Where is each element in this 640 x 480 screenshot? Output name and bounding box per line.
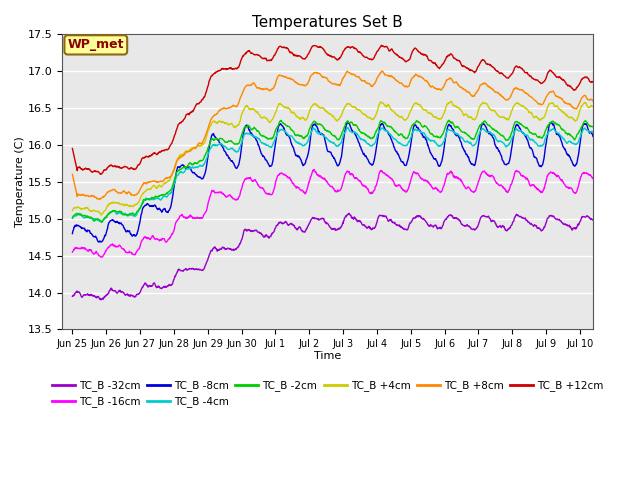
TC_B -16cm — [301, 191, 308, 196]
TC_B -16cm — [109, 242, 117, 248]
TC_B -2cm — [589, 124, 597, 130]
TC_B -32cm — [68, 293, 76, 299]
TC_B -4cm — [131, 213, 138, 219]
TC_B -2cm — [109, 208, 117, 214]
TC_B +12cm — [378, 42, 385, 48]
TC_B +12cm — [365, 56, 373, 62]
TC_B -4cm — [98, 219, 106, 225]
TC_B -4cm — [109, 208, 117, 214]
TC_B +12cm — [310, 43, 318, 48]
TC_B +8cm — [109, 187, 117, 192]
TC_B +4cm — [109, 200, 117, 205]
TC_B +12cm — [68, 145, 76, 151]
TC_B -8cm — [344, 120, 351, 125]
TC_B -8cm — [310, 121, 318, 127]
TC_B +8cm — [378, 68, 386, 74]
TC_B -32cm — [109, 288, 117, 293]
TC_B -32cm — [97, 297, 105, 303]
TC_B -32cm — [345, 210, 353, 216]
TC_B -8cm — [365, 160, 373, 166]
X-axis label: Time: Time — [314, 350, 342, 360]
TC_B +4cm — [310, 101, 318, 107]
TC_B +4cm — [131, 202, 138, 208]
TC_B -32cm — [310, 215, 318, 221]
TC_B -2cm — [365, 135, 373, 141]
TC_B +12cm — [589, 80, 597, 85]
TC_B -8cm — [290, 146, 298, 152]
TC_B +8cm — [310, 70, 318, 75]
TC_B -2cm — [98, 219, 106, 225]
TC_B +8cm — [365, 81, 373, 86]
TC_B -4cm — [343, 125, 351, 131]
TC_B +12cm — [131, 167, 138, 172]
TC_B +8cm — [589, 98, 597, 104]
TC_B -2cm — [131, 212, 138, 217]
TC_B -8cm — [95, 239, 102, 245]
TC_B -16cm — [589, 176, 597, 182]
TC_B +4cm — [290, 109, 298, 115]
TC_B -32cm — [290, 223, 298, 228]
TC_B -4cm — [365, 142, 373, 148]
TC_B +4cm — [589, 104, 597, 110]
TC_B -16cm — [365, 190, 373, 195]
Line: TC_B +4cm: TC_B +4cm — [72, 101, 593, 215]
TC_B -16cm — [290, 181, 298, 187]
TC_B +8cm — [301, 83, 308, 88]
TC_B -32cm — [365, 224, 373, 229]
TC_B -2cm — [68, 216, 76, 221]
TC_B -4cm — [68, 215, 76, 220]
TC_B +4cm — [301, 117, 308, 123]
TC_B +4cm — [97, 212, 105, 218]
TC_B -32cm — [301, 229, 308, 235]
TC_B -2cm — [310, 119, 318, 124]
TC_B -4cm — [301, 143, 308, 148]
TC_B -16cm — [131, 252, 138, 257]
Title: Temperatures Set B: Temperatures Set B — [252, 15, 403, 30]
TC_B -8cm — [589, 134, 597, 140]
Line: TC_B -4cm: TC_B -4cm — [72, 128, 593, 222]
TC_B +4cm — [447, 98, 455, 104]
TC_B -32cm — [131, 294, 138, 300]
Text: WP_met: WP_met — [68, 38, 124, 51]
TC_B -4cm — [310, 126, 318, 132]
TC_B -32cm — [589, 216, 597, 222]
Line: TC_B -8cm: TC_B -8cm — [72, 122, 593, 242]
TC_B -16cm — [97, 254, 105, 260]
TC_B +8cm — [290, 77, 298, 83]
TC_B -2cm — [290, 129, 298, 135]
TC_B -16cm — [310, 167, 318, 173]
TC_B +12cm — [290, 53, 298, 59]
TC_B +4cm — [68, 208, 76, 214]
TC_B -8cm — [109, 217, 117, 223]
Y-axis label: Temperature (C): Temperature (C) — [15, 136, 25, 227]
Line: TC_B +12cm: TC_B +12cm — [72, 45, 593, 174]
TC_B +12cm — [109, 163, 117, 169]
TC_B -4cm — [290, 136, 298, 142]
TC_B -2cm — [301, 135, 308, 141]
TC_B +12cm — [301, 56, 308, 62]
TC_B -16cm — [68, 249, 76, 255]
TC_B -8cm — [131, 232, 138, 238]
TC_B -8cm — [68, 231, 76, 237]
TC_B +12cm — [97, 171, 104, 177]
TC_B -8cm — [301, 161, 308, 167]
Line: TC_B -16cm: TC_B -16cm — [72, 170, 593, 257]
Legend: TC_B -32cm, TC_B -16cm, TC_B -8cm, TC_B -4cm, TC_B -2cm, TC_B +4cm, TC_B +8cm, T: TC_B -32cm, TC_B -16cm, TC_B -8cm, TC_B … — [48, 376, 607, 411]
TC_B +8cm — [68, 171, 76, 177]
Line: TC_B -32cm: TC_B -32cm — [72, 213, 593, 300]
TC_B +4cm — [365, 115, 373, 121]
Line: TC_B -2cm: TC_B -2cm — [72, 120, 593, 222]
TC_B -4cm — [589, 130, 597, 136]
TC_B -2cm — [445, 118, 453, 123]
TC_B +8cm — [131, 193, 138, 199]
Line: TC_B +8cm: TC_B +8cm — [72, 71, 593, 199]
TC_B +8cm — [95, 196, 102, 202]
TC_B -16cm — [310, 167, 317, 173]
